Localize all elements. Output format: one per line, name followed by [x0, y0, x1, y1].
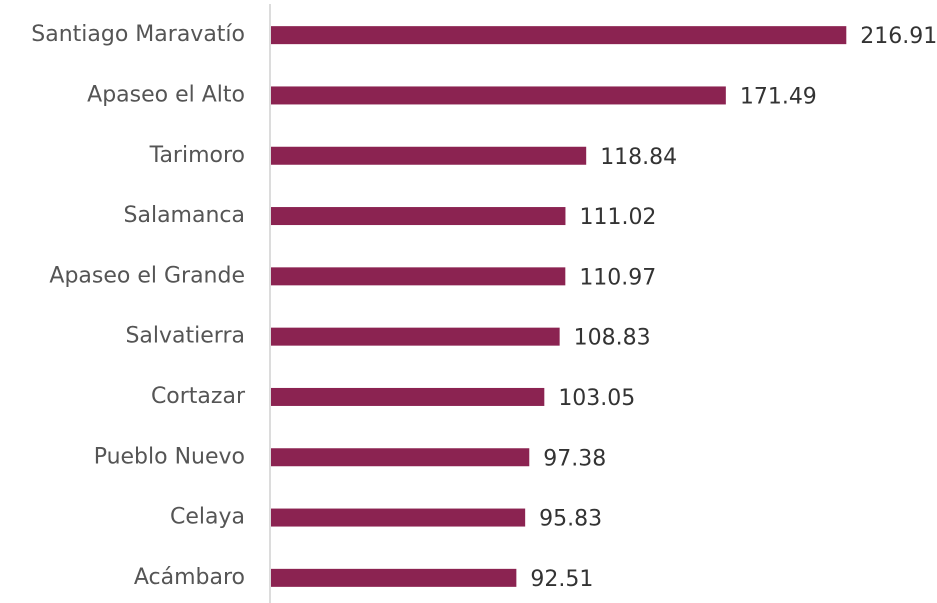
bar — [271, 568, 517, 587]
data-label: 118.84 — [600, 145, 677, 170]
y-tick-label: Salamanca — [124, 203, 245, 228]
bar — [271, 86, 726, 105]
bar — [271, 146, 587, 165]
data-label: 171.49 — [740, 84, 817, 109]
y-tick-label: Acámbaro — [134, 565, 245, 590]
data-label: 110.97 — [579, 265, 656, 290]
data-label: 216.91 — [860, 24, 937, 49]
bar — [271, 387, 545, 406]
data-label: 108.83 — [574, 326, 651, 351]
y-tick-label: Tarimoro — [149, 143, 245, 168]
bar — [271, 448, 530, 467]
data-label: 95.83 — [539, 507, 602, 532]
y-tick-label: Cortazar — [151, 384, 246, 409]
data-label: 111.02 — [579, 205, 656, 230]
data-label: 103.05 — [558, 386, 635, 411]
bar — [271, 26, 847, 45]
y-tick-label: Apaseo el Alto — [87, 82, 245, 107]
y-tick-label: Salvatierra — [125, 324, 245, 349]
bar — [271, 508, 526, 527]
y-tick-label: Santiago Maravatío — [31, 22, 245, 47]
y-tick-label: Apaseo el Grande — [49, 263, 245, 288]
bar — [271, 267, 566, 286]
y-tick-label: Celaya — [170, 505, 245, 530]
data-label: 92.51 — [530, 567, 593, 592]
bar — [271, 207, 566, 226]
bar — [271, 327, 560, 346]
y-tick-label: Pueblo Nuevo — [94, 444, 245, 469]
data-label: 97.38 — [543, 446, 606, 471]
